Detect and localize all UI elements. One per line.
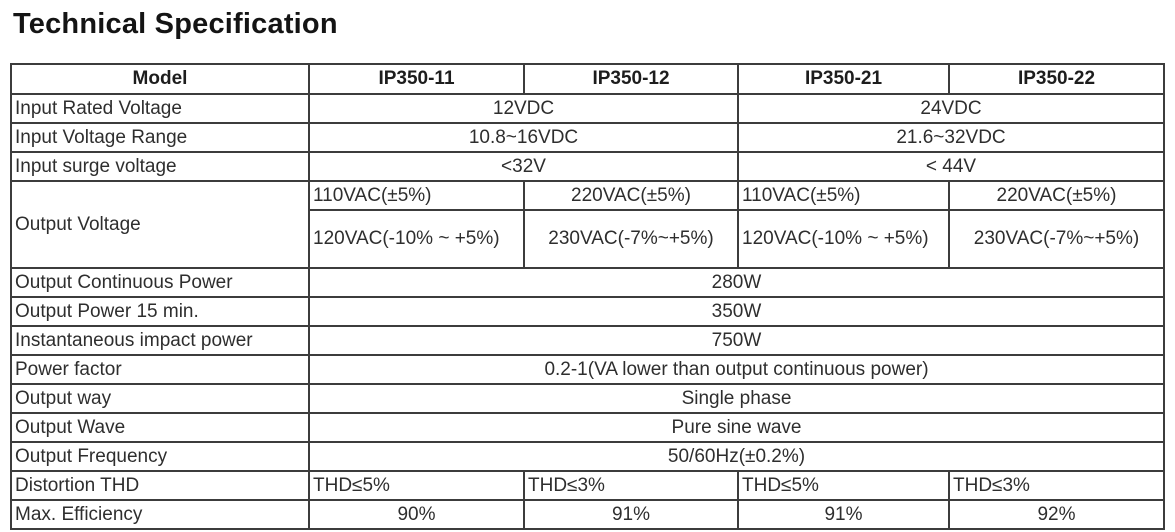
row-output-voltage-2: 120VAC(-10% ~ +5%) 230VAC(-7%~+5%) 120VA… [11, 209, 1165, 269]
distortion-thd-c3: THD≤5% [737, 470, 950, 501]
header-ip350-11: IP350-11 [308, 63, 525, 95]
row-label: Output Wave [10, 412, 310, 443]
input-voltage-range-24v: 21.6~32VDC [737, 122, 1165, 153]
row-label: Power factor [10, 354, 310, 385]
row-label: Max. Efficiency [10, 499, 310, 530]
output-way-value: Single phase [308, 383, 1165, 414]
output-voltage-r2-c3: 120VAC(-10% ~ +5%) [737, 209, 950, 269]
row-label: Instantaneous impact power [10, 325, 310, 356]
input-rated-voltage-12v: 12VDC [308, 93, 739, 124]
input-surge-voltage-12v: <32V [308, 151, 739, 182]
row-distortion-thd: Distortion THD THD≤5% THD≤3% THD≤5% THD≤… [10, 470, 1165, 501]
row-label: Output way [10, 383, 310, 414]
distortion-thd-c4: THD≤3% [948, 470, 1165, 501]
row-label: Input Rated Voltage [10, 93, 310, 124]
row-label: Input surge voltage [10, 151, 310, 182]
row-output-power-15min: Output Power 15 min. 350W [10, 296, 1165, 327]
max-efficiency-c2: 91% [523, 499, 739, 530]
output-voltage-r1-c4: 220VAC(±5%) [948, 180, 1165, 211]
row-label: Input Voltage Range [10, 122, 310, 153]
instantaneous-impact-power-value: 750W [308, 325, 1165, 356]
distortion-thd-c1: THD≤5% [308, 470, 525, 501]
input-rated-voltage-24v: 24VDC [737, 93, 1165, 124]
output-wave-value: Pure sine wave [308, 412, 1165, 443]
max-efficiency-c4: 92% [948, 499, 1165, 530]
output-voltage-r2-c1: 120VAC(-10% ~ +5%) [308, 209, 525, 269]
row-output-wave: Output Wave Pure sine wave [10, 412, 1165, 443]
header-model: Model [10, 63, 310, 95]
header-ip350-21: IP350-21 [737, 63, 950, 95]
row-input-surge-voltage: Input surge voltage <32V < 44V [10, 151, 1165, 182]
distortion-thd-c2: THD≤3% [523, 470, 739, 501]
output-voltage-r1-c2: 220VAC(±5%) [523, 180, 739, 211]
row-input-rated-voltage: Input Rated Voltage 12VDC 24VDC [10, 93, 1165, 124]
row-label: Output Power 15 min. [10, 296, 310, 327]
power-factor-value: 0.2-1(VA lower than output continuous po… [308, 354, 1165, 385]
row-output-voltage-1: Output Voltage 110VAC(±5%) 220VAC(±5%) 1… [10, 180, 1165, 269]
header-row: Model IP350-11 IP350-12 IP350-21 IP350-2… [10, 63, 1165, 95]
row-max-efficiency: Max. Efficiency 90% 91% 91% 92% [10, 499, 1165, 530]
output-continuous-power-value: 280W [308, 267, 1165, 298]
output-voltage-r2-c2: 230VAC(-7%~+5%) [523, 209, 739, 269]
row-output-way: Output way Single phase [10, 383, 1165, 414]
row-input-voltage-range: Input Voltage Range 10.8~16VDC 21.6~32VD… [10, 122, 1165, 153]
row-label: Output Voltage [10, 180, 310, 269]
row-label: Output Continuous Power [10, 267, 310, 298]
row-label: Distortion THD [10, 470, 310, 501]
header-ip350-12: IP350-12 [523, 63, 739, 95]
spec-table: Model IP350-11 IP350-12 IP350-21 IP350-2… [10, 63, 1165, 530]
output-voltage-r1-c3: 110VAC(±5%) [737, 180, 950, 211]
row-instantaneous-impact-power: Instantaneous impact power 750W [10, 325, 1165, 356]
output-power-15min-value: 350W [308, 296, 1165, 327]
row-output-frequency: Output Frequency 50/60Hz(±0.2%) [10, 441, 1165, 472]
output-voltage-r2-c4: 230VAC(-7%~+5%) [948, 209, 1165, 269]
page-title: Technical Specification [13, 8, 338, 40]
row-output-continuous-power: Output Continuous Power 280W [10, 267, 1165, 298]
input-surge-voltage-24v: < 44V [737, 151, 1165, 182]
max-efficiency-c3: 91% [737, 499, 950, 530]
header-ip350-22: IP350-22 [948, 63, 1165, 95]
output-voltage-r1-c1: 110VAC(±5%) [308, 180, 525, 211]
input-voltage-range-12v: 10.8~16VDC [308, 122, 739, 153]
row-label: Output Frequency [10, 441, 310, 472]
output-frequency-value: 50/60Hz(±0.2%) [308, 441, 1165, 472]
max-efficiency-c1: 90% [308, 499, 525, 530]
row-power-factor: Power factor 0.2-1(VA lower than output … [10, 354, 1165, 385]
